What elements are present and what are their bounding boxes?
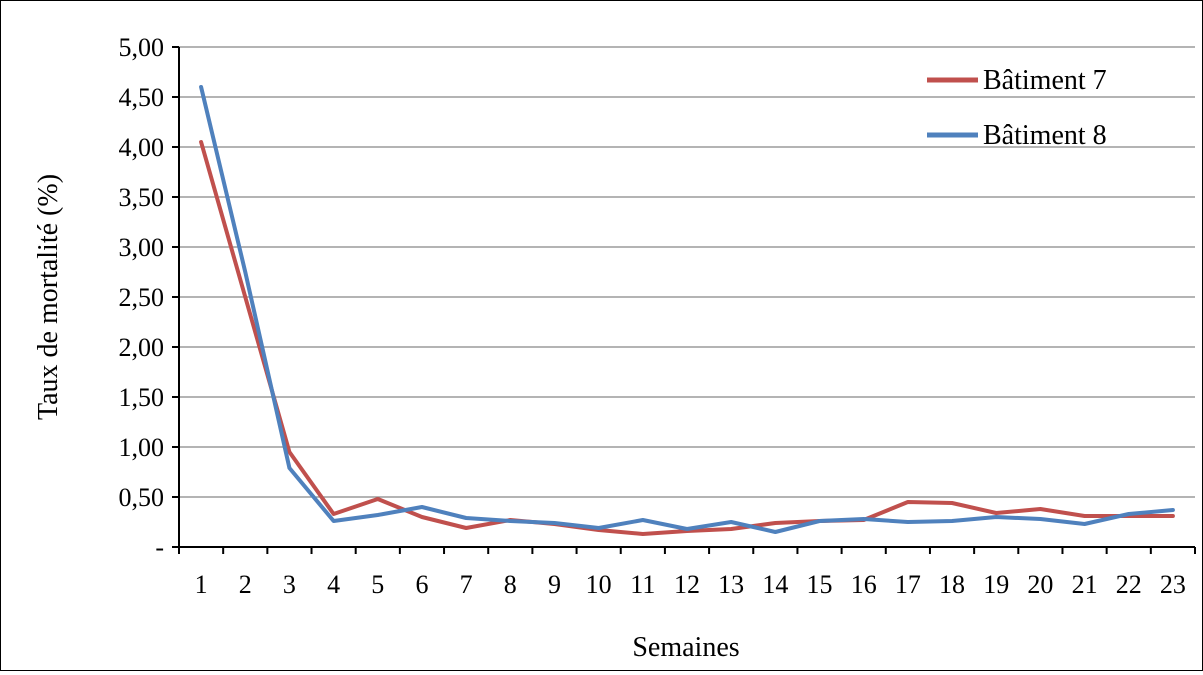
x-tick-label: 23 (1160, 570, 1186, 599)
x-tick-label: 4 (327, 570, 340, 599)
x-tick-label: 8 (504, 570, 517, 599)
grid-lines (179, 46, 1195, 498)
series-line-2 (199, 85, 1175, 534)
y-tick-label: 3,50 (119, 183, 165, 212)
legend-label: Bâtiment 8 (983, 120, 1107, 151)
x-axis-label: Semaines (632, 632, 739, 663)
x-tick-label: 2 (239, 570, 252, 599)
axes (172, 46, 1196, 554)
x-tick-label: 17 (895, 570, 921, 599)
x-tick-label: 20 (1027, 570, 1053, 599)
x-tick-label: 3 (283, 570, 296, 599)
y-tick-label: 3,00 (119, 233, 165, 262)
x-tick-label: 9 (548, 570, 561, 599)
x-tick-label: 11 (630, 570, 655, 599)
x-tick-label: 16 (851, 570, 877, 599)
x-tick-label: 14 (762, 570, 788, 599)
y-tick-label: 2,50 (119, 283, 165, 312)
y-tick-label: 0,50 (119, 483, 165, 512)
legend: Bâtiment 7 Bâtiment 8 (927, 65, 1107, 151)
x-tick-label: 13 (718, 570, 744, 599)
x-tick-labels: 1 2 3 4 5 6 7 8 9 10 11 12 13 14 15 16 17 18 19 20 21 22 23 (195, 570, 1186, 599)
x-tick-label: 1 (195, 570, 208, 599)
series-lines (199, 85, 1175, 536)
x-tick-label: 18 (939, 570, 965, 599)
x-tick-label: 15 (807, 570, 833, 599)
series-line-1 (199, 140, 1175, 536)
x-tick-label: 21 (1072, 570, 1098, 599)
x-tick-label: 5 (371, 570, 384, 599)
y-tick-label: 4,50 (119, 83, 165, 112)
x-tick-label: 7 (460, 570, 473, 599)
y-tick-labels: - 0,50 1,00 1,50 2,00 2,50 3,00 3,50 4,00 4,50 5,0… (119, 33, 165, 562)
y-tick-label: - (155, 533, 164, 562)
y-tick-label: 4,00 (119, 133, 165, 162)
legend-label: Bâtiment 7 (983, 65, 1107, 96)
x-tick-label: 22 (1116, 570, 1142, 599)
x-tick-label: 6 (415, 570, 428, 599)
y-axis-label: Taux de mortalité (%) (33, 174, 64, 420)
y-tick-label: 1,00 (119, 433, 165, 462)
y-tick-label: 2,00 (119, 333, 165, 362)
x-tick-label: 10 (586, 570, 612, 599)
x-tick-label: 12 (674, 570, 700, 599)
y-tick-label: 5,00 (119, 33, 165, 62)
x-tick-label: 19 (983, 570, 1009, 599)
y-tick-label: 1,50 (119, 383, 165, 412)
